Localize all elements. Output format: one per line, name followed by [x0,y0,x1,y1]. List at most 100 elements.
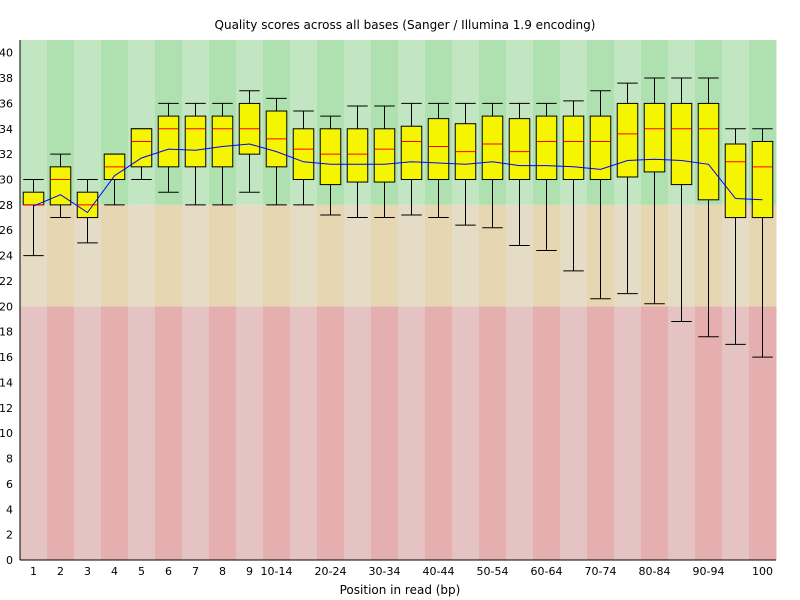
box-plot-85-89 [670,77,693,323]
zone-poor-stripe [236,306,264,560]
box-iqr [751,140,774,219]
box-iqr [319,128,342,186]
zone-poor-stripe [74,306,102,560]
zone-poor-stripe [533,306,561,560]
x-tick-label: 3 [84,565,91,578]
zone-reasonable-stripe [128,204,156,307]
zone-poor-stripe [344,306,372,560]
box-iqr [643,102,666,173]
y-tick-label: 14 [0,376,13,389]
zone-good-stripe [20,40,48,205]
zone-poor-stripe [155,306,183,560]
y-tick-label: 38 [0,72,13,85]
box-plot-1 [22,179,45,257]
zone-poor-stripe [587,306,615,560]
zone-poor-stripe [506,306,534,560]
box-plot-8 [211,102,234,206]
zone-reasonable-stripe [209,204,237,307]
box-plot-40-44 [427,102,450,219]
x-tick-labels: 1 2 3 4 5 6 7 8 9 10-14 20-24 30-34 40-44 50-54 60-64 7… [30,565,773,578]
zone-poor-stripe [398,306,426,560]
box-plots [22,77,774,358]
zone-good-stripe [74,40,102,205]
box-iqr [130,128,153,168]
zone-poor-stripe [263,306,291,560]
box-plot-70-74 [589,90,612,300]
y-tick-label: 18 [0,326,13,339]
y-tick-label: 20 [0,300,13,313]
y-tick-label: 28 [0,199,13,212]
box-plot-45-49 [454,102,477,226]
box-plot-55-59 [508,102,531,246]
box-iqr [481,115,504,181]
y-tick-label: 12 [0,402,13,415]
zone-reasonable-stripe [101,204,129,307]
y-tick-label: 26 [0,224,13,237]
y-tick-label: 34 [0,123,13,136]
mean-line-layer [33,143,763,214]
box-plot-80-84 [643,77,666,305]
box-plot-15-19 [292,110,315,206]
box-plot-50-54 [481,102,504,229]
zone-poor-stripe [20,306,48,560]
zone-poor-stripe [641,306,669,560]
box-plot-75-79 [616,82,639,295]
chart-title: Quality scores across all bases (Sanger … [215,18,596,32]
box-iqr [670,102,693,186]
box-iqr [157,115,180,168]
box-iqr [211,115,234,168]
box-plot-100 [751,128,774,358]
zone-reasonable-stripe [344,204,372,307]
x-tick-label: 5 [138,565,145,578]
zone-good-stripe [128,40,156,205]
zone-reasonable-stripe [182,204,210,307]
zone-reasonable-stripe [317,204,345,307]
x-tick-label: 9 [246,565,253,578]
box-iqr [697,102,720,201]
box-iqr [589,115,612,181]
y-tick-label: 8 [6,453,13,466]
box-plot-65-69 [562,100,585,272]
box-iqr [373,128,396,183]
box-iqr [508,118,531,181]
x-tick-label: 40-44 [423,565,455,578]
zone-poor-stripe [182,306,210,560]
x-tick-label: 10-14 [261,565,293,578]
y-tick-label: 30 [0,174,13,187]
x-tick-label: 90-94 [693,565,725,578]
box-iqr [49,166,72,206]
box-plot-10-14 [265,97,288,206]
x-tick-label: 20-24 [315,565,347,578]
x-tick-label: 1 [30,565,37,578]
y-tick-label: 24 [0,250,13,263]
box-iqr [292,128,315,181]
x-axis-label: Position in read (bp) [340,583,461,597]
zone-poor-stripe [128,306,156,560]
y-tick-label: 40 [0,47,13,60]
box-iqr [184,115,207,168]
box-plot-3 [76,179,99,244]
x-tick-label: 60-64 [531,565,563,578]
zone-poor-stripe [209,306,237,560]
box-plot-6 [157,102,180,193]
y-tick-label: 0 [6,554,13,567]
zone-reasonable-stripe [425,204,453,307]
zone-poor-stripe [560,306,588,560]
zone-poor-stripe [290,306,318,560]
box-plot-7 [184,102,207,206]
axes [19,40,776,561]
box-plot-25-29 [346,105,369,219]
y-tick-label: 32 [0,148,13,161]
zone-poor-stripe [371,306,399,560]
x-tick-label: 50-54 [477,565,509,578]
box-plot-60-64 [535,102,558,252]
x-tick-label: 30-34 [369,565,401,578]
y-tick-label: 36 [0,97,13,110]
y-tick-label: 10 [0,427,13,440]
zone-poor-stripe [668,306,696,560]
x-tick-label: 6 [165,565,172,578]
box-iqr [535,115,558,181]
box-plot-35-39 [400,102,423,216]
